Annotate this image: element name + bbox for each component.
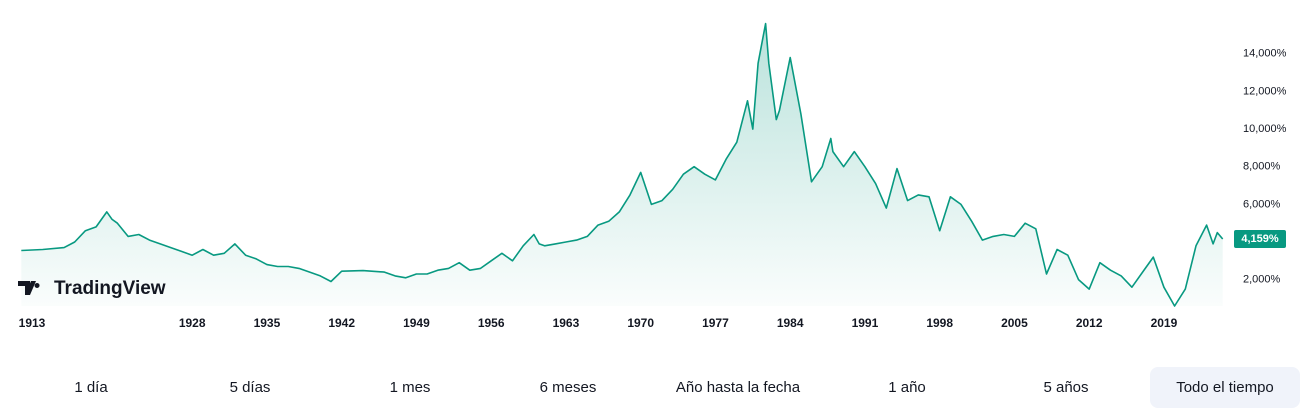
range-button[interactable]: 1 mes [390,379,431,396]
y-tick-label: 12,000% [1243,85,1287,97]
x-tick-label: 1984 [777,316,804,330]
last-value-label: 4,159% [1241,233,1279,245]
range-button-label[interactable]: Año hasta la fecha [676,379,801,396]
y-tick-label: 8,000% [1243,161,1281,173]
range-button-label[interactable]: 1 mes [390,379,431,396]
area [21,23,1223,306]
y-tick-label: 2,000% [1243,274,1281,286]
range-button-bg [1150,367,1300,408]
range-button[interactable]: 1 día [74,379,108,396]
range-button-label[interactable]: 6 meses [540,379,597,396]
last-value-box [1234,230,1286,249]
brand: TradingView [54,278,166,299]
range-button-label[interactable]: 5 años [1043,379,1088,396]
y-tick-label: 6,000% [1243,198,1281,210]
x-tick-label: 1998 [926,316,953,330]
y-tick-label: 14,000% [1243,48,1287,60]
logo: TradingView [18,278,166,299]
range-button-label[interactable]: 5 días [230,379,271,396]
x-tick-label: 1991 [852,316,879,330]
logo-icon [18,281,40,295]
range-button-label[interactable]: 1 día [74,379,108,396]
range-button[interactable]: 5 años [1043,379,1088,396]
x-tick-label: 1949 [403,316,430,330]
x-tick-label: 1963 [553,316,580,330]
range-button[interactable]: 1 año [888,379,926,396]
range-button-label[interactable]: Todo el tiempo [1176,379,1274,396]
x-tick-label: 1956 [478,316,505,330]
x-tick-label: 2005 [1001,316,1028,330]
plot [21,22,1224,307]
x-tick-label: 1942 [328,316,355,330]
range-button[interactable]: Año hasta la fecha [676,379,801,396]
x-tick-label: 1977 [702,316,729,330]
range-button-label[interactable]: 1 año [888,379,926,396]
x-tick-label: 1935 [254,316,281,330]
range-button[interactable]: 6 meses [540,379,597,396]
x-tick-label: 2019 [1151,316,1178,330]
x-tick-label: 2012 [1076,316,1103,330]
x-tick-label: 1913 [19,316,46,330]
range-button[interactable]: 5 días [230,379,271,396]
range-button[interactable]: Todo el tiempo [1150,367,1300,408]
x-tick-label: 1928 [179,316,206,330]
x-tick-label: 1970 [627,316,654,330]
line [21,22,1224,307]
y-tick-label: 10,000% [1243,123,1287,135]
